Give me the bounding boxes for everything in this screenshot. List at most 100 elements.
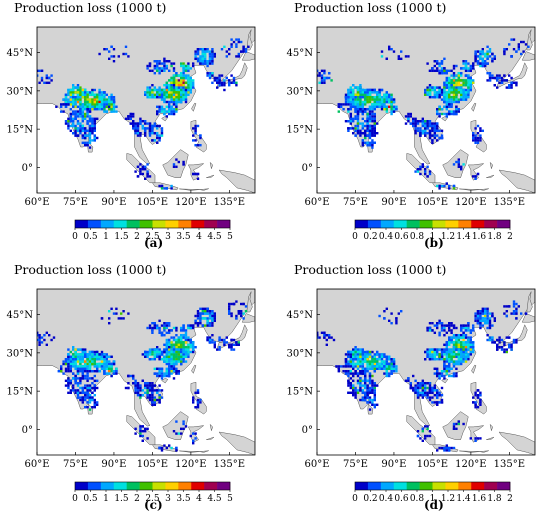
loss-cell bbox=[366, 141, 369, 144]
loss-cell bbox=[160, 187, 164, 190]
loss-cell bbox=[172, 377, 176, 380]
loss-cell bbox=[86, 377, 89, 380]
loss-cell bbox=[74, 360, 77, 363]
loss-cell bbox=[175, 329, 178, 332]
loss-cell bbox=[216, 81, 219, 84]
loss-cell bbox=[361, 112, 364, 116]
loss-cell bbox=[76, 358, 80, 361]
loss-cell bbox=[424, 132, 427, 135]
loss-cell bbox=[64, 384, 68, 387]
colorbar-segment bbox=[204, 220, 218, 228]
loss-cell bbox=[115, 372, 118, 375]
loss-cell bbox=[323, 76, 326, 80]
loss-cell bbox=[144, 353, 147, 356]
loss-cell bbox=[72, 389, 75, 392]
loss-cell bbox=[192, 84, 195, 87]
loss-cell bbox=[486, 57, 489, 60]
loss-cell bbox=[156, 62, 159, 65]
loss-cell bbox=[510, 76, 513, 80]
loss-cell bbox=[50, 338, 53, 342]
loss-cell bbox=[124, 386, 128, 390]
loss-cell bbox=[112, 110, 116, 113]
loss-cell bbox=[91, 91, 94, 94]
loss-cell bbox=[457, 72, 460, 75]
loss-cell bbox=[148, 132, 152, 135]
loss-cell bbox=[170, 112, 173, 116]
loss-cell bbox=[86, 112, 89, 116]
loss-cell bbox=[445, 79, 448, 82]
loss-cell bbox=[359, 122, 362, 125]
loss-cell bbox=[192, 350, 195, 354]
loss-cell bbox=[392, 367, 396, 370]
loss-cell bbox=[134, 386, 137, 390]
loss-cell bbox=[76, 389, 80, 392]
loss-cell bbox=[160, 446, 164, 450]
loss-cell bbox=[144, 120, 147, 123]
loss-cell bbox=[199, 48, 202, 51]
loss-cell bbox=[163, 96, 166, 99]
loss-cell bbox=[378, 93, 381, 96]
loss-cell bbox=[86, 374, 89, 378]
loss-cell bbox=[503, 48, 506, 51]
colorbar-tick-label: 0 bbox=[352, 232, 358, 242]
loss-cell bbox=[479, 64, 482, 68]
loss-cell bbox=[175, 98, 178, 101]
loss-cell bbox=[385, 57, 388, 60]
loss-cell bbox=[69, 365, 72, 368]
loss-cell bbox=[347, 96, 350, 99]
loss-cell bbox=[168, 367, 171, 370]
loss-cell bbox=[168, 108, 171, 111]
loss-cell bbox=[388, 374, 391, 378]
loss-cell bbox=[450, 110, 453, 113]
loss-cell bbox=[416, 129, 420, 132]
loss-cell bbox=[141, 172, 144, 176]
loss-cell bbox=[91, 122, 94, 125]
loss-cell bbox=[361, 139, 364, 142]
loss-cell bbox=[158, 136, 161, 140]
loss-cell bbox=[86, 96, 89, 99]
loss-cell bbox=[409, 115, 412, 118]
colorbar-tick-label: 3 bbox=[165, 232, 171, 242]
loss-cell bbox=[180, 362, 183, 366]
loss-cell bbox=[177, 98, 180, 101]
loss-cell bbox=[175, 103, 178, 106]
loss-cell bbox=[436, 67, 439, 70]
loss-cell bbox=[390, 103, 393, 106]
loss-cell bbox=[172, 81, 176, 84]
loss-cell bbox=[467, 79, 470, 82]
loss-cell bbox=[356, 117, 360, 120]
loss-cell bbox=[105, 105, 108, 108]
loss-cell bbox=[354, 127, 357, 130]
loss-cell bbox=[349, 96, 352, 99]
loss-cell bbox=[180, 96, 183, 99]
loss-cell bbox=[192, 326, 195, 330]
loss-cell bbox=[132, 115, 135, 118]
colorbar-segment bbox=[204, 482, 218, 490]
loss-cell bbox=[457, 81, 460, 84]
loss-cell bbox=[148, 127, 152, 130]
loss-cell bbox=[385, 91, 388, 94]
loss-cell bbox=[189, 350, 192, 354]
loss-cell bbox=[230, 346, 233, 349]
loss-cell bbox=[428, 69, 432, 72]
loss-cell bbox=[472, 64, 475, 68]
loss-cell bbox=[158, 62, 161, 65]
loss-cell bbox=[170, 446, 173, 450]
loss-cell bbox=[81, 401, 84, 404]
loss-cell bbox=[144, 386, 147, 390]
loss-cell bbox=[177, 432, 180, 435]
loss-cell bbox=[91, 370, 94, 373]
loss-cell bbox=[436, 93, 439, 96]
loss-cell bbox=[69, 389, 72, 392]
loss-cell bbox=[352, 355, 355, 358]
loss-cell bbox=[67, 98, 70, 101]
loss-cell bbox=[182, 420, 185, 423]
loss-cell bbox=[86, 103, 89, 106]
loss-cell bbox=[165, 341, 168, 344]
loss-cell bbox=[103, 93, 106, 96]
loss-cell bbox=[160, 129, 164, 132]
loss-cell bbox=[349, 86, 352, 89]
loss-cell bbox=[505, 86, 508, 89]
loss-cell bbox=[76, 372, 80, 375]
loss-cell bbox=[349, 91, 352, 94]
